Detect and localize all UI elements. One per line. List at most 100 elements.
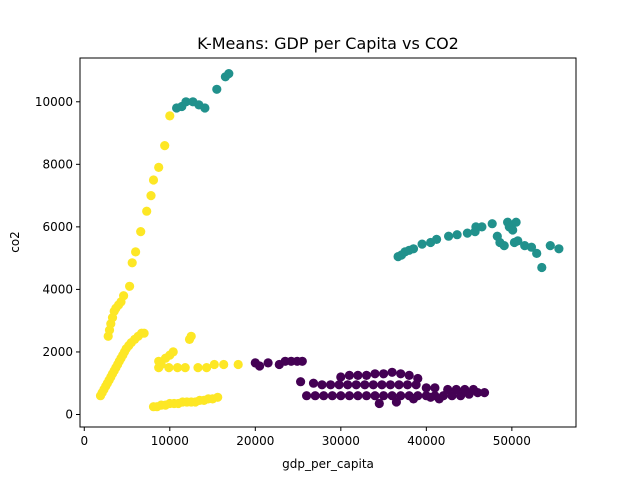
point-cluster-0-41 <box>394 380 404 390</box>
x-tick-label: 50000 <box>493 434 531 448</box>
point-cluster-1-8 <box>224 69 234 79</box>
point-cluster-0-45 <box>344 370 354 380</box>
point-cluster-0-47 <box>361 370 372 380</box>
point-cluster-0-56 <box>408 394 419 404</box>
point-cluster-2-21 <box>139 328 149 338</box>
point-cluster-0-30 <box>479 388 490 398</box>
y-tick-label: 6000 <box>42 220 73 234</box>
point-cluster-2-46 <box>168 347 178 357</box>
point-cluster-1-26 <box>499 241 509 251</box>
point-cluster-2-52 <box>193 363 203 373</box>
point-cluster-1-31 <box>513 236 523 246</box>
point-cluster-2-51 <box>186 331 196 341</box>
point-cluster-0-1 <box>255 361 265 371</box>
point-cluster-2-47 <box>164 363 174 373</box>
point-cluster-0-31 <box>308 378 319 388</box>
y-tick-label: 4000 <box>42 282 73 296</box>
y-axis-label: co2 <box>8 231 22 253</box>
point-cluster-0-55 <box>391 397 401 407</box>
point-cluster-2-54 <box>209 359 219 370</box>
point-cluster-1-23 <box>487 219 497 229</box>
x-tick-label: 0 <box>80 434 88 448</box>
point-cluster-0-54 <box>374 398 384 409</box>
point-cluster-0-60 <box>451 384 461 395</box>
point-cluster-2-55 <box>219 359 229 370</box>
point-cluster-0-11 <box>319 391 329 401</box>
y-axis-ticks: 0 2000 4000 6000 8000 10000 <box>35 95 80 421</box>
point-cluster-1-29 <box>508 225 518 235</box>
point-cluster-1-36 <box>537 262 547 273</box>
point-cluster-2-39 <box>160 141 170 151</box>
x-tick-label: 40000 <box>407 434 445 448</box>
point-cluster-0-40 <box>385 380 395 390</box>
point-cluster-0-14 <box>344 391 354 401</box>
point-cluster-0-64 <box>430 383 440 393</box>
point-cluster-2-72 <box>213 392 223 402</box>
point-cluster-0-7 <box>297 356 307 366</box>
point-cluster-1-2 <box>181 97 191 107</box>
point-cluster-2-40 <box>165 111 175 121</box>
point-cluster-2-37 <box>148 175 159 185</box>
point-cluster-0-13 <box>336 391 346 401</box>
point-cluster-0-49 <box>379 369 389 379</box>
point-cluster-0-15 <box>353 391 363 401</box>
point-cluster-0-33 <box>326 380 336 390</box>
point-cluster-2-53 <box>202 363 212 373</box>
point-cluster-0-61 <box>460 384 470 395</box>
point-cluster-0-17 <box>370 391 380 401</box>
point-cluster-0-9 <box>302 391 312 401</box>
point-cluster-0-50 <box>387 367 397 377</box>
x-tick-label: 20000 <box>236 434 274 448</box>
point-cluster-2-34 <box>136 227 146 237</box>
point-cluster-1-38 <box>554 244 564 254</box>
point-cluster-2-35 <box>142 206 152 216</box>
point-cluster-1-19 <box>462 228 472 238</box>
point-cluster-1-6 <box>212 84 222 94</box>
point-cluster-0-46 <box>353 370 363 380</box>
point-cluster-1-18 <box>452 230 462 240</box>
x-axis-ticks: 0 10000 20000 30000 40000 50000 <box>80 427 531 448</box>
x-axis-label: gdp_per_capita <box>282 457 374 471</box>
point-cluster-1-34 <box>526 242 537 252</box>
point-cluster-2-32 <box>127 258 137 268</box>
point-cluster-2-38 <box>154 162 164 172</box>
point-cluster-0-18 <box>379 391 389 401</box>
point-cluster-1-5 <box>200 103 210 113</box>
point-cluster-0-58 <box>434 394 444 404</box>
point-cluster-2-30 <box>119 291 129 301</box>
point-cluster-1-16 <box>432 234 442 244</box>
point-cluster-1-17 <box>444 231 454 241</box>
point-cluster-1-35 <box>532 248 542 258</box>
point-cluster-0-12 <box>327 391 337 401</box>
point-cluster-0-8 <box>296 377 306 387</box>
point-cluster-0-34 <box>334 380 344 390</box>
point-cluster-0-51 <box>396 369 406 379</box>
y-tick-label: 0 <box>65 407 73 421</box>
point-cluster-0-39 <box>377 380 387 390</box>
point-cluster-0-35 <box>343 380 353 390</box>
x-tick-label: 30000 <box>322 434 360 448</box>
point-cluster-1-22 <box>477 222 487 232</box>
point-cluster-2-49 <box>180 363 190 373</box>
data-points <box>95 69 564 412</box>
chart-title: K-Means: GDP per Capita vs CO2 <box>197 34 459 53</box>
point-cluster-0-2 <box>263 358 273 368</box>
point-cluster-0-59 <box>443 384 453 395</box>
point-cluster-0-42 <box>402 380 413 390</box>
point-cluster-2-31 <box>125 281 135 291</box>
point-cluster-2-33 <box>131 247 141 257</box>
point-cluster-0-44 <box>336 372 346 382</box>
point-cluster-1-13 <box>408 244 419 254</box>
point-cluster-1-14 <box>417 239 427 249</box>
point-cluster-0-63 <box>421 383 431 393</box>
y-tick-label: 10000 <box>35 95 73 109</box>
y-tick-label: 8000 <box>42 157 73 171</box>
point-cluster-0-57 <box>426 392 436 402</box>
plot-frame <box>79 57 577 428</box>
point-cluster-2-36 <box>146 191 156 201</box>
point-cluster-2-56 <box>233 359 243 370</box>
point-cluster-0-53 <box>413 373 423 384</box>
point-cluster-0-16 <box>361 391 372 401</box>
x-tick-label: 10000 <box>151 434 189 448</box>
